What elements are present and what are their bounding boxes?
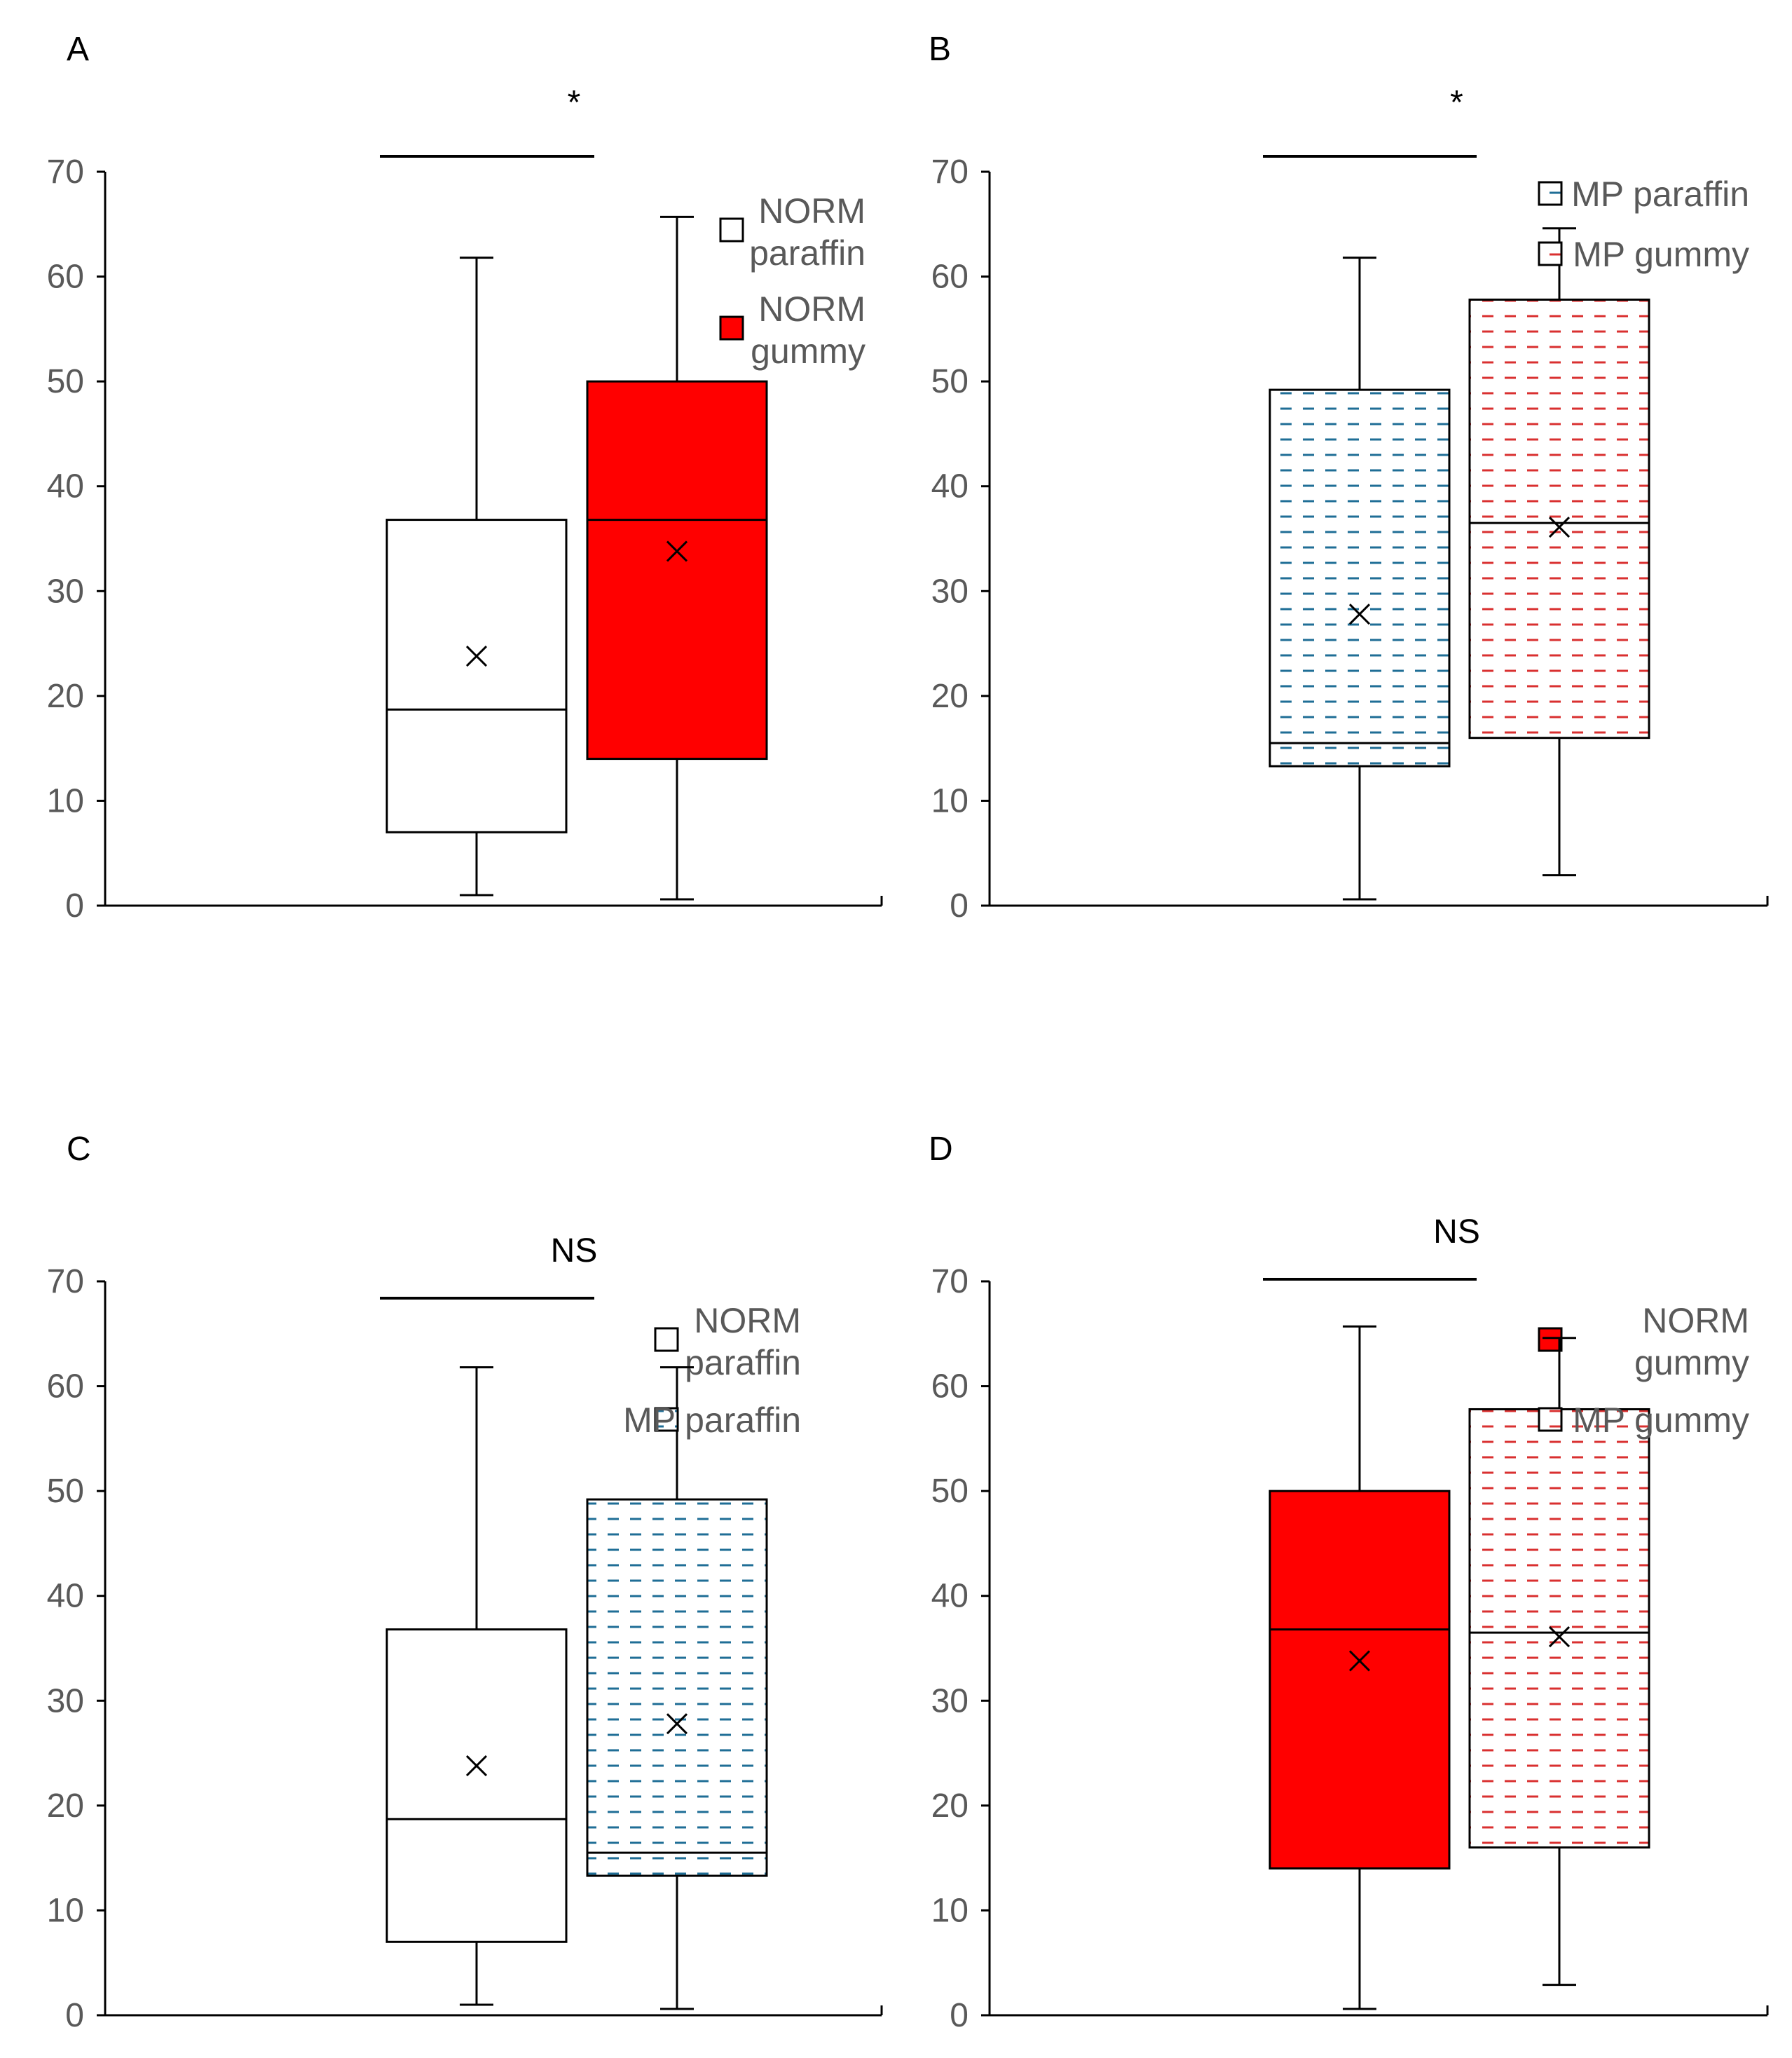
y-tick-label: 20 xyxy=(47,678,84,715)
y-tick-label: 10 xyxy=(47,1892,84,1929)
iqr-box xyxy=(385,1628,568,1943)
y-tick-label: 50 xyxy=(931,1473,969,1510)
legend-swatch xyxy=(719,315,744,341)
legend-swatch xyxy=(1538,1407,1563,1432)
y-tick-label: 0 xyxy=(950,1997,969,2034)
legend-label: MP paraffin xyxy=(1571,175,1749,214)
box-series xyxy=(385,1366,568,2006)
y-tick-label: 20 xyxy=(931,1787,969,1825)
mean-marker xyxy=(666,1713,688,1735)
y-tick-label: 10 xyxy=(931,1892,969,1929)
y-tick-label: 40 xyxy=(931,468,969,505)
y-tick-label: 70 xyxy=(931,154,969,191)
iqr-box xyxy=(1468,1408,1650,1849)
y-tick-label: 30 xyxy=(47,573,84,610)
y-tick-label: 0 xyxy=(950,887,969,925)
y-tick-label: 60 xyxy=(931,1368,969,1405)
legend-swatch xyxy=(654,1407,679,1432)
y-tick-label: 50 xyxy=(47,363,84,400)
y-tick-label: 0 xyxy=(65,1997,84,2034)
y-tick-label: 70 xyxy=(47,154,84,191)
y-tick-label: 20 xyxy=(47,1787,84,1825)
mean-marker xyxy=(666,540,688,562)
panel-letter: C xyxy=(67,1131,91,1168)
iqr-box xyxy=(1268,388,1451,768)
y-tick-label: 30 xyxy=(931,573,969,610)
y-tick-label: 30 xyxy=(931,1682,969,1719)
legend-swatch xyxy=(1538,1327,1563,1352)
legend-label: NORM xyxy=(1642,1301,1749,1340)
significance-label: NS xyxy=(551,1232,598,1269)
legend-label: paraffin xyxy=(749,233,866,273)
box-series xyxy=(1468,227,1650,877)
box-series xyxy=(586,1366,768,2010)
mean-marker xyxy=(465,645,488,667)
legend-swatch xyxy=(719,217,744,243)
legend-label: paraffin xyxy=(685,1343,801,1382)
y-tick-label: 10 xyxy=(931,782,969,819)
mean-marker xyxy=(465,1754,488,1777)
legend-label: NORM xyxy=(758,289,866,329)
panel-letter: D xyxy=(929,1131,953,1168)
iqr-box xyxy=(385,519,568,833)
y-tick-label: 60 xyxy=(931,259,969,296)
box-series xyxy=(385,257,568,897)
legend-label: MP gummy xyxy=(1573,1401,1749,1440)
mean-marker xyxy=(1348,1650,1371,1672)
legend-label: gummy xyxy=(751,332,866,371)
box-series xyxy=(586,215,768,901)
legend-swatch xyxy=(1538,241,1563,266)
y-tick-label: 50 xyxy=(47,1473,84,1510)
legend-swatch xyxy=(654,1327,679,1352)
mean-marker xyxy=(1548,1626,1571,1648)
significance-label: * xyxy=(568,84,581,121)
mean-marker xyxy=(1548,516,1571,538)
box-series xyxy=(1268,1325,1451,2010)
y-tick-label: 10 xyxy=(47,782,84,819)
iqr-box xyxy=(1268,1490,1451,1870)
significance-label: * xyxy=(1450,84,1463,121)
box-series xyxy=(1468,1337,1650,1987)
y-tick-label: 40 xyxy=(931,1578,969,1615)
box-series xyxy=(1268,257,1451,901)
y-tick-label: 70 xyxy=(47,1263,84,1300)
iqr-box xyxy=(586,380,768,761)
y-tick-label: 60 xyxy=(47,1368,84,1405)
y-tick-label: 20 xyxy=(931,678,969,715)
panel-b: B 0 10 20 30 40 50 60 70 * MP paraffin MP gummy xyxy=(929,31,1769,925)
legend-label: gummy xyxy=(1634,1343,1749,1382)
y-tick-label: 60 xyxy=(47,259,84,296)
legend-label: MP gummy xyxy=(1573,235,1749,274)
legend-label: MP paraffin xyxy=(623,1401,801,1440)
significance-label: NS xyxy=(1433,1213,1480,1251)
legend-label: NORM xyxy=(694,1301,801,1340)
legend-label: NORM xyxy=(758,191,866,231)
legend-swatch xyxy=(1538,181,1563,206)
panel-letter: A xyxy=(67,31,89,68)
panel-letter: B xyxy=(929,31,951,68)
iqr-box xyxy=(586,1498,768,1877)
y-tick-label: 40 xyxy=(47,468,84,505)
y-tick-label: 30 xyxy=(47,1682,84,1719)
y-tick-label: 50 xyxy=(931,363,969,400)
y-tick-label: 70 xyxy=(931,1263,969,1300)
y-tick-label: 40 xyxy=(47,1578,84,1615)
mean-marker xyxy=(1348,604,1371,625)
iqr-box xyxy=(1468,298,1650,740)
y-tick-label: 0 xyxy=(65,887,84,925)
